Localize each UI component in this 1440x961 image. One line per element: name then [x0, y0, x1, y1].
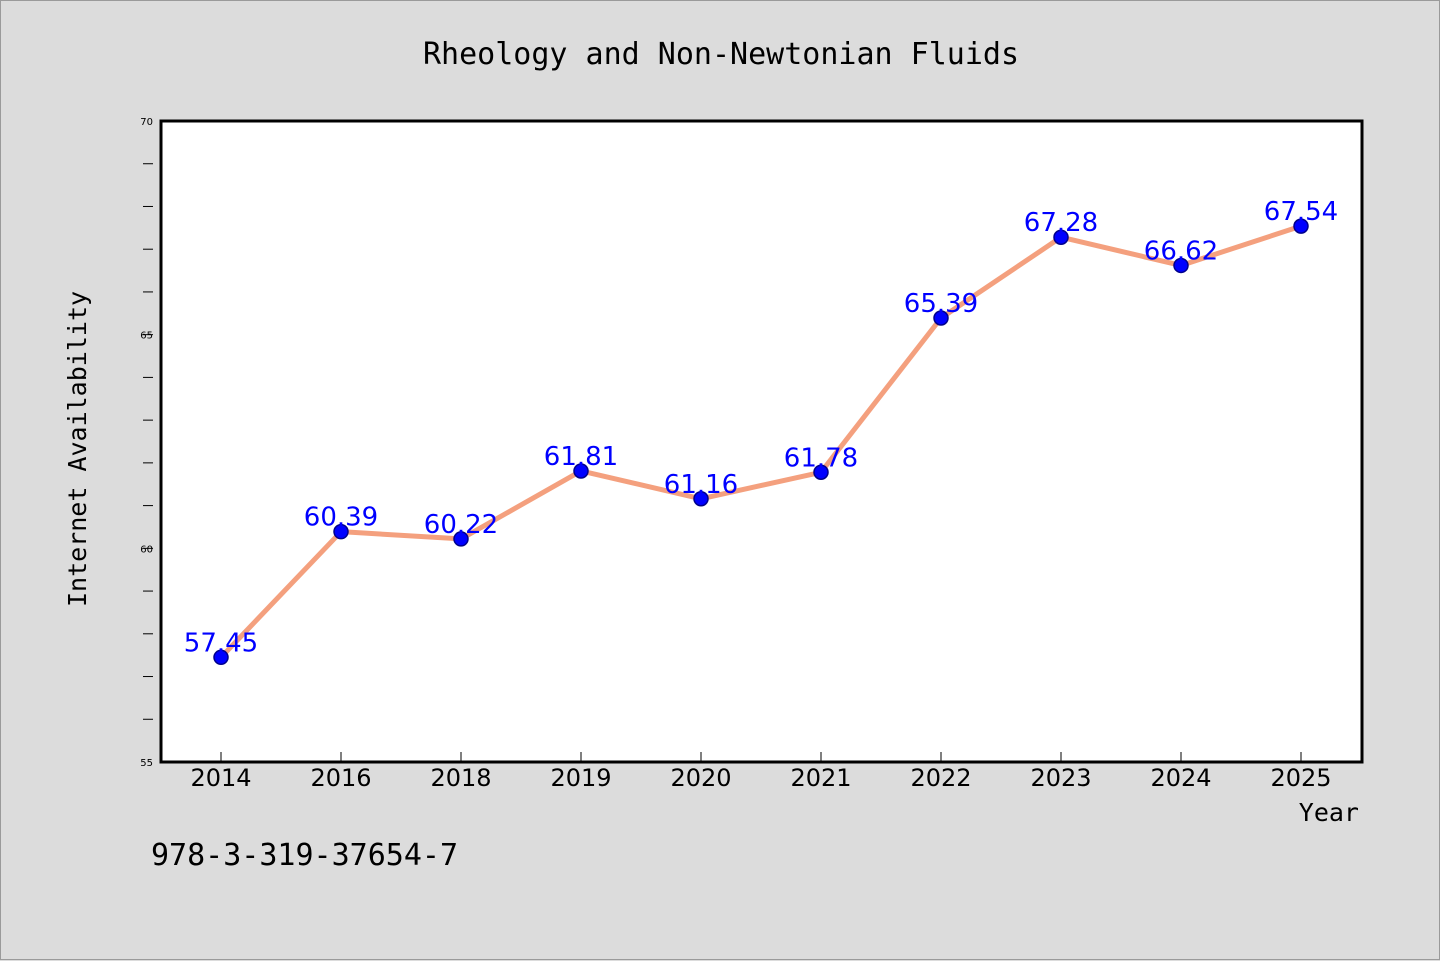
data-label: 60.22 [424, 510, 498, 540]
x-tick-label: 2025 [1270, 764, 1331, 792]
data-markers [213, 218, 1309, 666]
x-axis-ticks: 2014 2016 2018 2019 2020 2021 2022 2023 2024 2025 [190, 752, 1332, 792]
series-line [218, 223, 1304, 660]
x-axis-title: Year [1299, 798, 1359, 827]
data-point [213, 649, 229, 666]
y-tick-label: 70 [140, 117, 153, 128]
data-point [813, 464, 829, 481]
data-point [693, 491, 709, 507]
x-tick-label: 2024 [1150, 764, 1211, 792]
y-tick-label: 60 [140, 544, 153, 555]
data-label: 66.62 [1144, 236, 1218, 266]
data-labels: 57.45 60.39 60.22 61.81 61.16 61.78 65.39 67.28… [184, 197, 1338, 658]
x-tick-label: 2019 [550, 764, 611, 792]
data-point [333, 523, 349, 540]
data-point [1053, 229, 1069, 245]
data-point [1293, 218, 1309, 234]
y-tick-label: 55 [140, 758, 153, 769]
plot-area [159, 119, 1364, 764]
data-label: 65.39 [904, 289, 978, 319]
data-label: 67.28 [1024, 208, 1098, 238]
data-point [933, 310, 949, 326]
data-point [1173, 257, 1189, 274]
data-label: 57.45 [184, 628, 258, 658]
data-label: 60.39 [304, 503, 378, 533]
data-label: 67.54 [1264, 197, 1338, 227]
x-tick-label: 2021 [790, 764, 851, 792]
data-point [573, 463, 589, 479]
data-label: 61.78 [784, 443, 858, 473]
y-axis-ticks: 55 60 65 70 [140, 117, 153, 769]
x-tick-label: 2016 [310, 764, 371, 792]
x-tick-label: 2023 [1030, 764, 1091, 792]
y-tick-label: 65 [140, 331, 153, 342]
data-label: 61.81 [544, 442, 618, 472]
y-axis-title: Internet Availability [63, 291, 92, 607]
isbn-label: 978-3-319-37654-7 [151, 838, 458, 873]
data-point [453, 531, 469, 547]
x-tick-label: 2020 [670, 764, 731, 792]
x-tick-label: 2022 [910, 764, 971, 792]
data-label: 61.16 [664, 470, 738, 500]
x-tick-label: 2014 [190, 764, 251, 792]
x-tick-label: 2018 [430, 764, 491, 792]
chart-title: Rheology and Non-Newtonian Fluids [423, 37, 1019, 72]
